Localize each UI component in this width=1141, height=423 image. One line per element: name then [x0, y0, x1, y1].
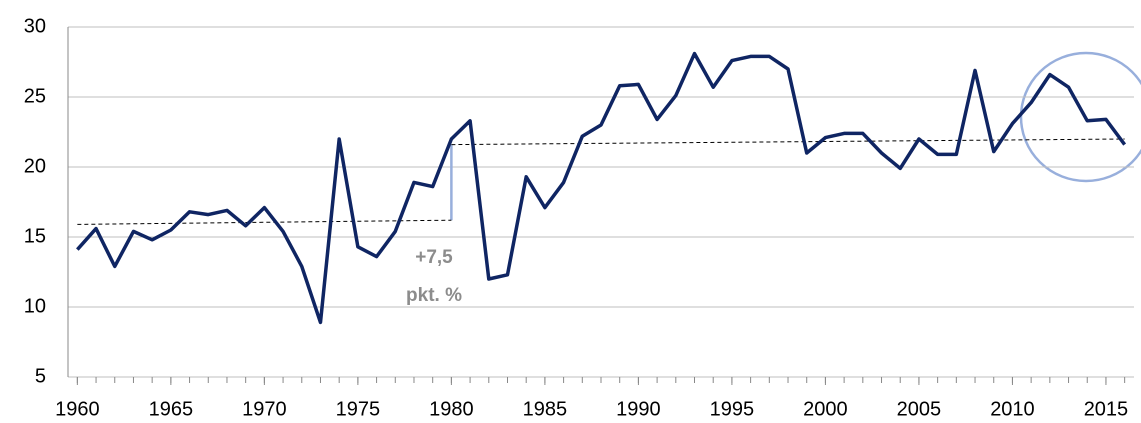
x-tick-label: 1990: [616, 398, 661, 420]
x-tick-label: 1965: [149, 398, 194, 420]
highlight-circle: [1019, 51, 1141, 183]
x-tick-label: 1985: [523, 398, 568, 420]
x-tick-label: 2010: [990, 398, 1035, 420]
data-line: [76, 51, 1127, 325]
x-tick-label: 1995: [710, 398, 755, 420]
x-tick-label: 1970: [242, 398, 287, 420]
y-tick-label: 30: [24, 15, 46, 37]
x-tick-label: 2015: [1084, 398, 1129, 420]
x-tick-label: 1960: [55, 398, 100, 420]
y-tick-label: 20: [24, 155, 46, 177]
trend-line: [77, 219, 452, 225]
x-tick-label: 1975: [336, 398, 381, 420]
x-tick-label: 2005: [897, 398, 942, 420]
y-tick-label: 25: [24, 85, 46, 107]
annotation: pkt. %: [406, 285, 462, 306]
x-tick-label: 1980: [429, 398, 474, 420]
annotation: +7,5: [415, 247, 453, 268]
y-tick-label: 15: [24, 225, 46, 247]
y-tick-label: 5: [35, 365, 46, 387]
trend-line: [451, 138, 1125, 146]
x-tick-label: 2000: [803, 398, 848, 420]
y-tick-label: 10: [24, 295, 46, 317]
